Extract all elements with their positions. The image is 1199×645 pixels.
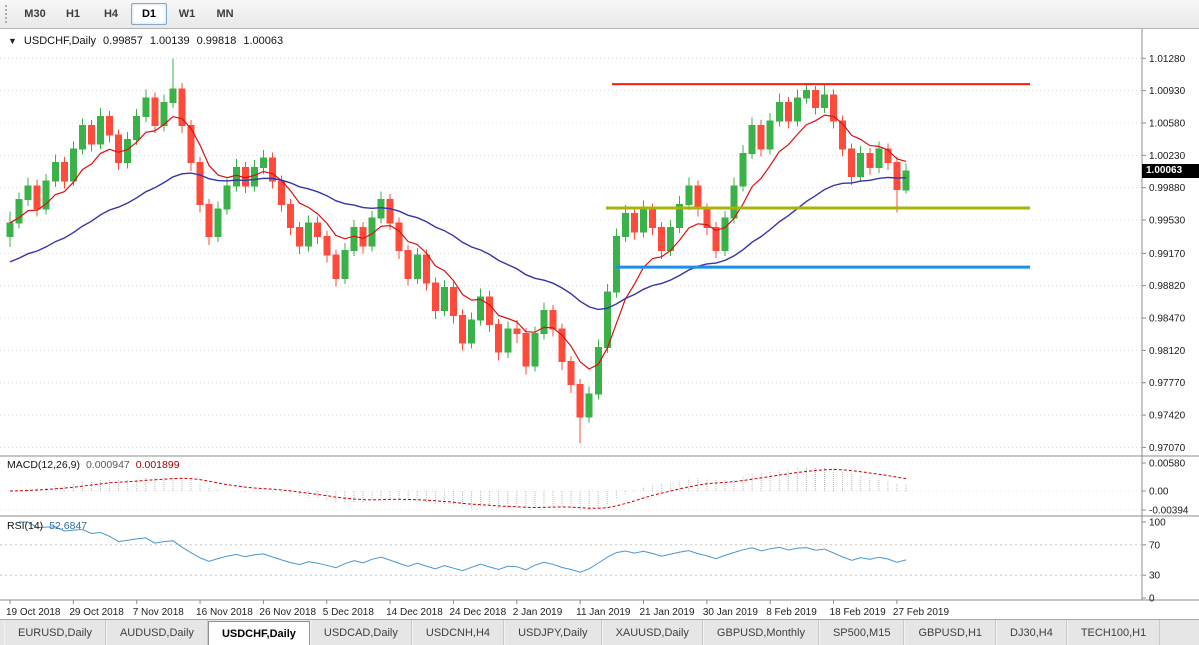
chart-tab-usdchf-daily[interactable]: USDCHF,Daily (207, 621, 310, 645)
svg-text:100: 100 (1149, 518, 1166, 529)
chart-tab-gbpusd-h1[interactable]: GBPUSD,H1 (904, 620, 997, 645)
timeframe-toolbar: M30 H1 H4 D1 W1 MN (0, 0, 1199, 29)
svg-text:8 Feb 2019: 8 Feb 2019 (766, 607, 817, 618)
macd-signal-line (9, 468, 907, 509)
svg-text:30: 30 (1149, 571, 1161, 582)
svg-text:0.00: 0.00 (1149, 487, 1169, 498)
svg-text:18 Feb 2019: 18 Feb 2019 (830, 607, 887, 618)
chart-tab-usdcad-daily[interactable]: USDCAD,Daily (309, 620, 412, 645)
chart-tabs-bar: EURUSD,Daily AUDUSD,Daily USDCHF,Daily USDC… (0, 619, 1199, 645)
timeframe-button-d1[interactable]: D1 (131, 3, 167, 25)
chart-tab-tech100-h1[interactable]: TECH100,H1 (1066, 620, 1161, 645)
macd-histogram (18, 466, 907, 511)
svg-text:1.00230: 1.00230 (1149, 151, 1186, 162)
svg-text:11 Jan 2019: 11 Jan 2019 (576, 607, 631, 618)
ma-fast-line (9, 114, 907, 370)
current-price-badge: 1.00063 (1142, 164, 1199, 178)
macd-axis: 0.00580 0.00 -0.00394 (1142, 459, 1189, 517)
ohlc-close: 1.00063 (243, 35, 284, 47)
svg-text:5 Dec 2018: 5 Dec 2018 (323, 607, 375, 618)
toolbar-drag-handle[interactable] (5, 5, 10, 23)
svg-text:0: 0 (1149, 594, 1155, 605)
chart-symbol-label: USDCHF,Daily (23, 35, 97, 47)
rsi-axis: 100 70 30 0 (1142, 518, 1166, 605)
rsi-indicator-label: RSI(14) 52.6847 (7, 520, 87, 532)
rsi-value: 52.6847 (49, 520, 88, 532)
macd-main-value: 0.000947 (85, 459, 130, 471)
svg-text:30 Jan 2019: 30 Jan 2019 (703, 607, 758, 618)
svg-text:70: 70 (1149, 540, 1161, 551)
chart-tab-audusd-daily[interactable]: AUDUSD,Daily (105, 620, 208, 645)
svg-text:0.99170: 0.99170 (1149, 249, 1186, 260)
chart-tab-xauusd-daily[interactable]: XAUUSD,Daily (601, 620, 703, 645)
svg-text:19 Oct 2018: 19 Oct 2018 (6, 607, 61, 618)
svg-text:21 Jan 2019: 21 Jan 2019 (640, 607, 695, 618)
timeframe-button-h1[interactable]: H1 (65, 8, 81, 20)
ma-slow-line (9, 172, 907, 311)
svg-text:0.97420: 0.97420 (1149, 411, 1186, 422)
svg-text:1.01280: 1.01280 (1149, 54, 1186, 65)
price-axis[interactable]: 1.01280 1.00930 1.00580 1.00230 0.99880 0.995… (1142, 54, 1186, 454)
timeframe-button-h4[interactable]: H4 (103, 8, 119, 20)
macd-indicator-label: MACD(12,26,9) 0.000947 0.001899 (7, 459, 180, 471)
svg-text:1.00580: 1.00580 (1149, 118, 1186, 129)
rsi-line (19, 521, 907, 573)
svg-text:24 Dec 2018: 24 Dec 2018 (449, 607, 506, 618)
svg-text:16 Nov 2018: 16 Nov 2018 (196, 607, 253, 618)
macd-signal-value: 0.001899 (135, 459, 180, 471)
rsi-levels (0, 544, 1142, 576)
chart-window: 1.01280 1.00930 1.00580 1.00230 0.99880 0.995… (0, 29, 1199, 619)
timeframe-buttons: M30 H1 H4 D1 W1 MN (16, 3, 244, 25)
ohlc-open: 0.99857 (103, 35, 143, 47)
ohlc-low: 0.99818 (196, 35, 237, 47)
chart-tab-gbpusd-monthly[interactable]: GBPUSD,Monthly (702, 620, 819, 645)
chart-title: ▼ USDCHF,Daily 0.99857 1.00139 0.99818 1.0006… (8, 35, 283, 47)
svg-text:1.00930: 1.00930 (1149, 86, 1186, 97)
ohlc-high: 1.00139 (149, 35, 190, 47)
svg-text:0.00580: 0.00580 (1149, 459, 1186, 470)
symbol-dropdown-icon[interactable]: ▼ (8, 36, 17, 46)
svg-text:-0.00394: -0.00394 (1149, 506, 1189, 517)
candlesticks-group (6, 58, 910, 443)
svg-text:26 Nov 2018: 26 Nov 2018 (259, 607, 316, 618)
chart-tab-eurusd-daily[interactable]: EURUSD,Daily (4, 620, 106, 645)
svg-text:0.99880: 0.99880 (1149, 183, 1186, 194)
chart-tab-sp500-m15[interactable]: SP500,M15 (818, 620, 905, 645)
svg-text:2 Jan 2019: 2 Jan 2019 (513, 607, 563, 618)
svg-text:7 Nov 2018: 7 Nov 2018 (133, 607, 185, 618)
svg-text:0.97070: 0.97070 (1149, 443, 1186, 454)
svg-text:0.99530: 0.99530 (1149, 216, 1186, 227)
svg-text:0.98120: 0.98120 (1149, 346, 1186, 357)
date-axis[interactable]: 19 Oct 2018 29 Oct 2018 7 Nov 2018 16 Nov 2… (6, 600, 949, 618)
svg-text:27 Feb 2019: 27 Feb 2019 (893, 607, 950, 618)
svg-text:0.98820: 0.98820 (1149, 281, 1186, 292)
macd-name: MACD(12,26,9) (7, 459, 80, 471)
svg-text:0.98470: 0.98470 (1149, 314, 1186, 325)
price-chart[interactable]: 1.01280 1.00930 1.00580 1.00230 0.99880 0.995… (0, 29, 1199, 619)
chart-tab-usdcnh-h4[interactable]: USDCNH,H4 (411, 620, 505, 645)
chart-tab-usdjpy-daily[interactable]: USDJPY,Daily (504, 620, 602, 645)
svg-text:29 Oct 2018: 29 Oct 2018 (69, 607, 124, 618)
timeframe-button-m30[interactable]: M30 (24, 8, 46, 20)
svg-text:14 Dec 2018: 14 Dec 2018 (386, 607, 443, 618)
current-price-value: 1.00063 (1146, 165, 1183, 176)
timeframe-button-w1[interactable]: W1 (178, 8, 196, 20)
chart-tab-dj30-h4[interactable]: DJ30,H4 (996, 620, 1067, 645)
timeframe-button-mn[interactable]: MN (216, 8, 234, 20)
rsi-name: RSI(14) (7, 520, 44, 532)
svg-text:0.97770: 0.97770 (1149, 378, 1186, 389)
